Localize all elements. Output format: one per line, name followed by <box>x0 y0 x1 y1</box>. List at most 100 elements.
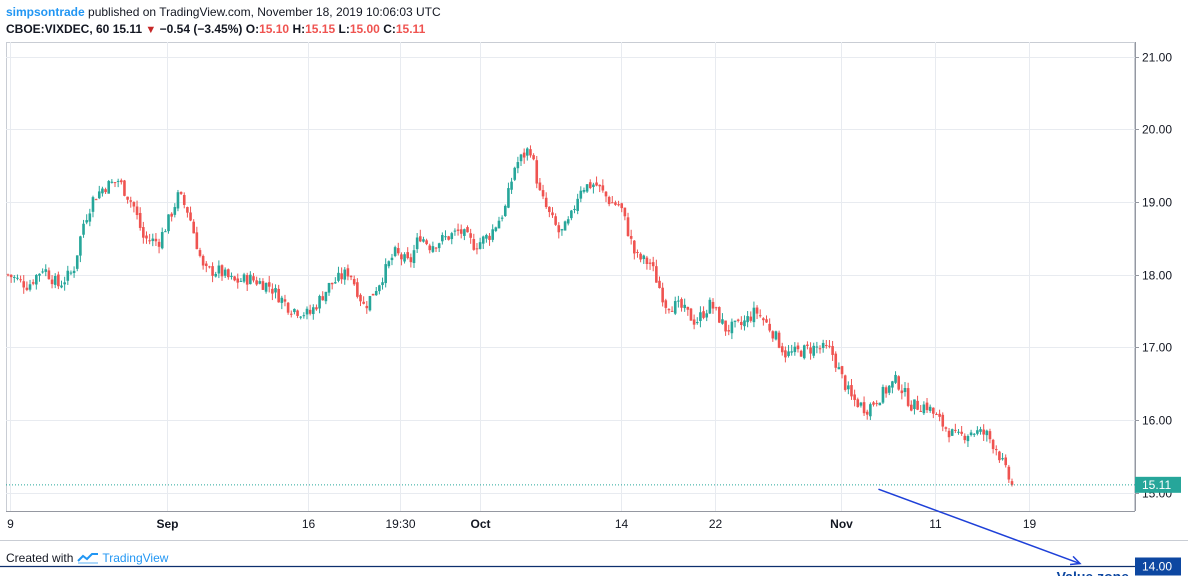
candle-up <box>582 190 586 192</box>
candle-down <box>777 332 781 348</box>
candle-down <box>598 184 601 187</box>
candle-up <box>985 430 989 436</box>
candle-down <box>330 282 334 285</box>
candle-down <box>806 344 809 347</box>
high-value: 15.15 <box>305 22 336 36</box>
low-value: 15.00 <box>349 22 380 36</box>
arrow-head-icon <box>1069 555 1082 566</box>
candle-down <box>425 240 428 245</box>
candle-down <box>201 255 205 266</box>
candle-up <box>913 399 916 410</box>
candle-down <box>661 287 664 303</box>
candle-down <box>459 229 463 234</box>
x-tick-label: Sep <box>156 517 178 531</box>
candle-down <box>189 212 192 221</box>
candle-down <box>267 282 271 287</box>
candle-up <box>334 282 337 284</box>
candle-up <box>928 406 932 411</box>
candle-up <box>500 217 504 219</box>
tradingview-logo-icon <box>77 553 99 564</box>
candle-down <box>944 427 948 429</box>
candle-down <box>211 266 214 276</box>
candle-down <box>535 160 539 184</box>
candle-down <box>947 430 951 438</box>
candle-down <box>856 399 860 408</box>
candle-down <box>689 308 693 321</box>
candle-down <box>897 376 900 390</box>
candle-up <box>264 282 268 292</box>
candle-down <box>296 310 299 316</box>
candle-down <box>104 189 107 193</box>
symbol-interval[interactable]: CBOE:VIXDEC, 60 <box>6 22 110 36</box>
published-info: published on TradingView.com, November 1… <box>84 5 441 19</box>
candle-up <box>63 282 66 285</box>
candle-up <box>258 281 262 284</box>
candle-down <box>9 274 13 278</box>
candle-down <box>132 202 136 207</box>
candle-down <box>529 149 532 156</box>
candle-down <box>277 288 280 303</box>
candle-down <box>94 199 98 201</box>
candle-down <box>941 414 945 427</box>
candle-down <box>740 321 743 326</box>
candle-down <box>607 197 611 205</box>
candle-up <box>217 265 221 274</box>
candle-down <box>208 266 211 268</box>
candle-up <box>859 402 863 406</box>
candle-up <box>576 198 579 211</box>
candle-down <box>182 195 186 205</box>
candle-down <box>195 232 199 250</box>
value-zone-annotation[interactable]: Value zone <box>1057 569 1130 576</box>
candle-down <box>884 387 888 394</box>
candle-down <box>633 240 636 254</box>
candle-up <box>28 284 32 290</box>
candle-down <box>758 315 762 317</box>
candle-down <box>25 287 29 290</box>
candle-up <box>368 296 372 311</box>
candle-down <box>1004 457 1008 466</box>
candle-down <box>916 400 919 410</box>
candle-down <box>872 402 875 405</box>
candle-up <box>437 243 441 249</box>
candle-down <box>900 390 904 394</box>
author-link[interactable]: simpsontrade <box>6 5 85 19</box>
candle-down <box>736 319 740 321</box>
candle-up <box>91 197 95 212</box>
candle-up <box>752 307 756 323</box>
candle-down <box>651 262 655 267</box>
candle-down <box>906 388 910 406</box>
candle-up <box>966 436 970 442</box>
candle-up <box>979 429 982 432</box>
candle-up <box>730 321 734 334</box>
candle-up <box>481 236 485 244</box>
candle-up <box>705 313 709 318</box>
candle-down <box>204 263 208 266</box>
candle-up <box>167 214 170 232</box>
candle-down <box>551 212 554 216</box>
candle-up <box>494 227 498 231</box>
candle-down <box>834 353 838 368</box>
candle-down <box>472 239 476 250</box>
candle-up <box>41 271 44 273</box>
tradingview-link[interactable]: TradingView <box>77 550 168 566</box>
low-label: L: <box>338 22 350 36</box>
candle-down <box>466 227 469 233</box>
candle-down <box>236 278 240 283</box>
candle-up <box>815 346 819 348</box>
candle-down <box>617 204 620 206</box>
candle-down <box>711 301 715 309</box>
candle-up <box>151 238 155 242</box>
down-arrow-icon: ▼ <box>145 24 157 36</box>
candle-down <box>129 200 133 202</box>
candle-down <box>755 307 759 314</box>
candle-down <box>57 274 60 287</box>
candle-down <box>686 306 690 310</box>
candle-down <box>544 197 548 208</box>
x-tick-label: 19 <box>1023 517 1037 531</box>
candle-up <box>311 307 315 315</box>
candle-down <box>346 268 350 277</box>
candle-down <box>629 236 633 239</box>
arrow-line[interactable] <box>878 488 1081 565</box>
candle-down <box>252 276 255 281</box>
